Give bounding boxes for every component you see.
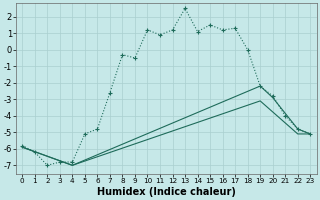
X-axis label: Humidex (Indice chaleur): Humidex (Indice chaleur) [97, 187, 236, 197]
